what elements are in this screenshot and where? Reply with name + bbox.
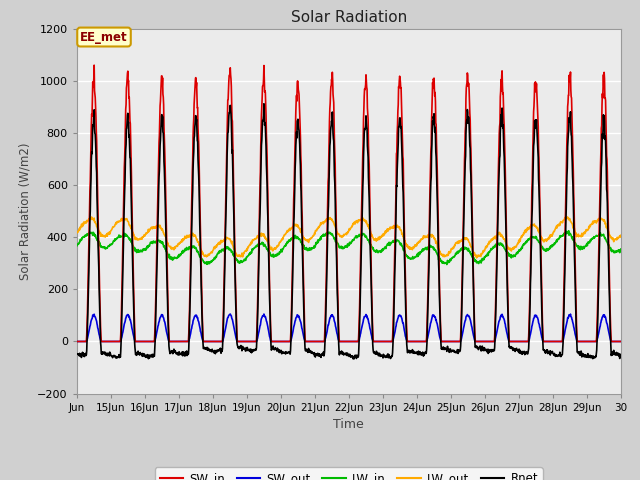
Legend: SW_in, SW_out, LW_in, LW_out, Rnet: SW_in, SW_out, LW_in, LW_out, Rnet xyxy=(155,468,543,480)
LW_out xyxy=(73,230,81,236)
LW_out xyxy=(335,231,342,237)
SW_in xyxy=(617,338,625,344)
LW_in xyxy=(324,229,332,235)
Rnet xyxy=(335,341,342,347)
LW_out xyxy=(324,215,332,220)
SW_in xyxy=(477,338,485,344)
LW_out xyxy=(564,214,572,220)
SW_out xyxy=(158,312,166,317)
Line: LW_out: LW_out xyxy=(77,217,621,258)
LW_in xyxy=(611,249,618,255)
Rnet xyxy=(73,351,81,357)
SW_out xyxy=(324,322,332,328)
SW_in xyxy=(557,338,564,344)
SW_out xyxy=(227,311,234,317)
LW_out xyxy=(617,232,625,238)
Rnet xyxy=(260,101,268,107)
LW_in xyxy=(335,241,342,247)
LW_in xyxy=(73,243,81,249)
LW_in xyxy=(158,239,166,245)
Rnet xyxy=(158,112,166,118)
Rnet xyxy=(611,351,618,357)
SW_in xyxy=(335,327,342,333)
Line: SW_in: SW_in xyxy=(77,65,621,341)
Text: EE_met: EE_met xyxy=(80,31,128,44)
Rnet xyxy=(350,356,358,362)
Line: SW_out: SW_out xyxy=(77,314,621,341)
SW_out xyxy=(73,338,81,344)
LW_in xyxy=(443,262,451,267)
SW_in xyxy=(90,62,98,68)
SW_in xyxy=(158,83,166,88)
Title: Solar Radiation: Solar Radiation xyxy=(291,10,407,25)
LW_out xyxy=(473,255,481,261)
Line: Rnet: Rnet xyxy=(77,104,621,359)
SW_in xyxy=(610,338,618,344)
LW_in xyxy=(557,234,564,240)
SW_out xyxy=(617,338,625,344)
LW_out xyxy=(557,219,564,225)
Rnet xyxy=(477,344,485,350)
Rnet xyxy=(557,352,565,358)
LW_in xyxy=(617,246,625,252)
LW_in xyxy=(565,228,573,234)
SW_out xyxy=(557,338,564,344)
SW_in xyxy=(324,174,332,180)
LW_out xyxy=(477,251,485,256)
SW_out xyxy=(610,338,618,344)
Line: LW_in: LW_in xyxy=(77,231,621,264)
LW_in xyxy=(477,260,485,266)
SW_in xyxy=(73,338,81,344)
LW_out xyxy=(158,228,166,233)
SW_out xyxy=(477,338,485,344)
Rnet xyxy=(324,203,332,209)
X-axis label: Time: Time xyxy=(333,418,364,431)
Rnet xyxy=(617,352,625,358)
SW_out xyxy=(335,337,342,343)
Y-axis label: Solar Radiation (W/m2): Solar Radiation (W/m2) xyxy=(19,143,32,280)
LW_out xyxy=(611,237,618,242)
